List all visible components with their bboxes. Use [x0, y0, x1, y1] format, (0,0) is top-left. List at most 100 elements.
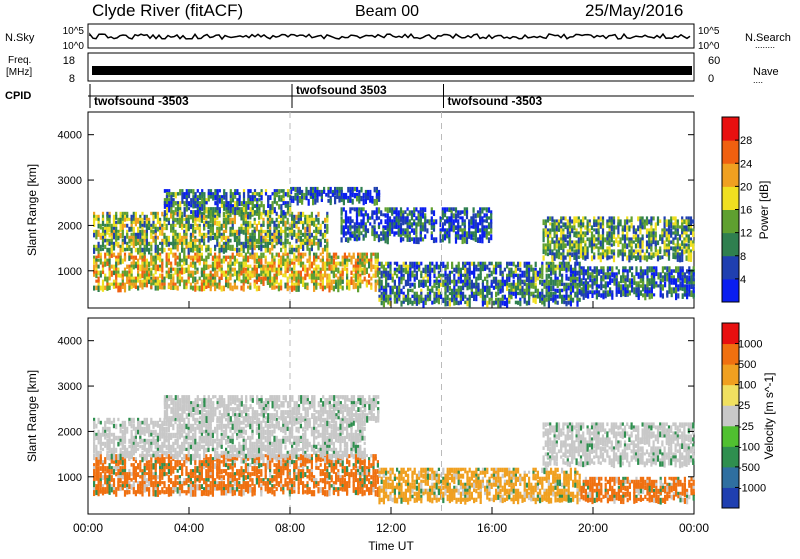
echo-mark [585, 272, 587, 275]
echo-mark [547, 252, 549, 256]
echo-mark [203, 242, 205, 246]
echo-mark [466, 262, 468, 265]
echo-mark [98, 490, 100, 496]
echo-mark [223, 460, 225, 463]
echo-mark [313, 242, 315, 246]
echo-mark [212, 283, 214, 287]
echo-mark [367, 219, 369, 222]
echo-mark [199, 277, 201, 281]
echo-mark [214, 221, 216, 225]
echo-mark [385, 219, 387, 224]
echo-mark [314, 199, 316, 205]
echo-mark [276, 280, 278, 285]
echo-mark [256, 280, 258, 285]
echo-mark [561, 283, 563, 286]
echo-mark [677, 237, 679, 243]
echo-mark [282, 262, 284, 266]
echo-mark [199, 218, 201, 223]
echo-mark [624, 219, 626, 226]
echo-mark [192, 248, 194, 253]
echo-mark [554, 231, 556, 238]
echo-mark [574, 283, 576, 289]
echo-mark [639, 243, 641, 248]
echo-mark [315, 259, 317, 262]
echo-mark [484, 277, 486, 281]
echo-mark [370, 286, 372, 290]
echo-mark [115, 460, 117, 463]
echo-mark [600, 222, 602, 228]
echo-mark [195, 204, 197, 208]
echo-mark [166, 472, 168, 476]
echo-mark [271, 268, 273, 273]
echo-mark [249, 224, 251, 229]
echo-mark [223, 256, 225, 259]
echo-mark [341, 210, 343, 216]
echo-mark [530, 292, 532, 297]
echo-mark [611, 243, 613, 246]
echo-mark [648, 219, 650, 224]
echo-mark [363, 207, 365, 211]
echo-mark [148, 469, 150, 472]
echo-mark [240, 271, 242, 276]
echo-mark [95, 215, 97, 221]
echo-mark [688, 269, 690, 275]
echo-mark [168, 478, 170, 483]
echo-mark [283, 210, 285, 215]
echo-mark [206, 207, 208, 213]
echo-mark [146, 466, 148, 470]
echo-mark [229, 268, 231, 271]
echo-mark [208, 195, 210, 201]
echo-mark [223, 218, 225, 221]
echo-mark [429, 289, 431, 292]
echo-mark [424, 225, 426, 231]
echo-mark [659, 255, 661, 259]
echo-mark [380, 219, 382, 224]
echo-mark [363, 193, 365, 199]
echo-mark [651, 266, 653, 272]
echo-mark [93, 259, 95, 265]
echo-mark [111, 469, 113, 474]
echo-mark [584, 216, 586, 219]
echo-mark [122, 487, 124, 490]
echo-mark [337, 262, 339, 266]
echo-mark [546, 292, 548, 298]
echo-mark [589, 290, 591, 294]
echo-mark [515, 301, 517, 305]
echo-mark [617, 234, 619, 238]
echo-mark [572, 298, 574, 303]
echo-mark [232, 192, 234, 198]
echo-mark [218, 221, 220, 228]
echo-mark [565, 255, 567, 259]
echo-mark [141, 469, 143, 472]
echo-mark [370, 253, 372, 260]
echo-mark [584, 231, 586, 237]
echo-mark [205, 221, 207, 225]
echo-mark [398, 231, 400, 236]
echo-mark [672, 231, 674, 234]
echo-mark [438, 274, 440, 278]
echo-mark [418, 237, 420, 244]
echo-mark [353, 283, 355, 290]
echo-mark [653, 237, 655, 244]
echo-mark [225, 236, 227, 243]
echo-mark [157, 490, 159, 497]
echo-mark [673, 290, 675, 293]
echo-mark [469, 277, 471, 280]
echo-mark [580, 281, 582, 286]
echo-mark [615, 237, 617, 243]
echo-mark [109, 259, 111, 265]
echo-mark [692, 231, 694, 237]
echo-mark [267, 198, 269, 204]
echo-mark [104, 224, 106, 227]
echo-mark [236, 248, 238, 253]
colorbar-tick-label: 16 [740, 205, 752, 217]
echo-mark [458, 301, 460, 306]
echo-mark [274, 198, 276, 204]
colorbar-swatch [722, 140, 739, 164]
echo-mark [122, 259, 124, 264]
echo-mark [218, 233, 220, 239]
echo-mark [462, 265, 464, 270]
echo-mark [181, 472, 183, 476]
echo-mark [464, 295, 466, 299]
echo-mark [111, 460, 113, 463]
